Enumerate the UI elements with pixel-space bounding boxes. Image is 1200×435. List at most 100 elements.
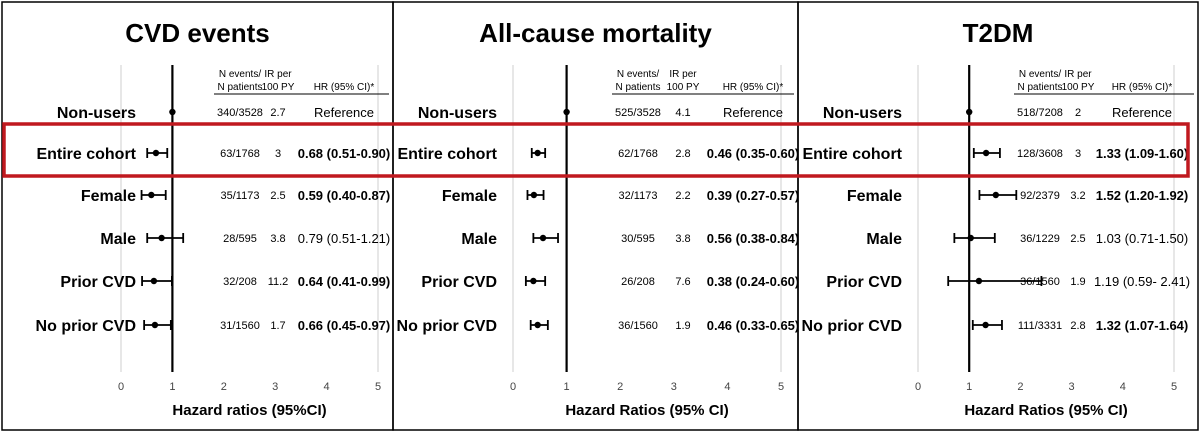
column-header-ir: IR per xyxy=(669,69,697,80)
row-hazard-ratio: 1.32 (1.07-1.64) xyxy=(1096,318,1189,333)
row-label: Male xyxy=(100,231,136,248)
row-events: 32/1173 xyxy=(619,190,658,202)
row-label: Female xyxy=(442,188,497,205)
hazard-ratio-point xyxy=(530,191,538,199)
column-header-ir: 100 PY xyxy=(1062,82,1095,93)
row-hazard-ratio: 0.66 (0.45-0.97) xyxy=(298,318,391,333)
hazard-ratio-point xyxy=(982,149,990,157)
row-events: 36/1560 xyxy=(618,320,658,332)
row-hazard-ratio: 1.33 (1.09-1.60) xyxy=(1096,146,1189,161)
x-tick-label: 5 xyxy=(375,381,381,393)
row-incidence-rate: 3 xyxy=(1075,148,1081,160)
row-hazard-ratio: 0.64 (0.41-0.99) xyxy=(298,274,391,289)
row-label: Prior CVD xyxy=(421,274,497,291)
x-tick-label: 0 xyxy=(915,381,921,393)
row-hazard-ratio: 0.46 (0.35-0.60) xyxy=(707,146,800,161)
hazard-ratio-point xyxy=(152,149,160,157)
row-label: Non-users xyxy=(57,105,136,122)
row-hazard-ratio: Reference xyxy=(1112,105,1172,120)
forest-panel-0: CVD events 0 1 2 3 4 5 Hazard ratios (95%CI) N e… xyxy=(36,18,391,419)
row-events: 26/208 xyxy=(621,276,655,288)
row-incidence-rate: 4.1 xyxy=(675,107,690,119)
hazard-ratio-point xyxy=(992,191,1000,199)
x-tick-label: 3 xyxy=(671,381,677,393)
row-label: No prior CVD xyxy=(397,318,497,335)
x-tick-label: 2 xyxy=(617,381,623,393)
hazard-ratio-point xyxy=(982,321,989,329)
row-label: Entire cohort xyxy=(36,146,136,163)
row-events: 28/595 xyxy=(223,233,257,245)
column-header-events: N patients xyxy=(1017,82,1062,93)
column-header-events: N events/ xyxy=(219,69,261,80)
hazard-ratio-point xyxy=(975,277,983,285)
row-events: 518/7208 xyxy=(1017,107,1063,119)
column-header-events: N patients xyxy=(217,82,262,93)
hazard-ratio-point xyxy=(539,234,547,242)
row-label: Non-users xyxy=(823,105,902,122)
x-tick-label: 2 xyxy=(221,381,227,393)
row-events: 36/1229 xyxy=(1020,233,1060,245)
row-label: Male xyxy=(461,231,497,248)
row-hazard-ratio: 0.39 (0.27-0.57) xyxy=(707,188,800,203)
x-axis-label: Hazard Ratios (95% CI) xyxy=(964,402,1127,419)
x-tick-label: 4 xyxy=(724,381,730,393)
hazard-ratio-point xyxy=(148,191,155,199)
row-incidence-rate: 1.7 xyxy=(270,320,285,332)
row-hazard-ratio: 1.19 (0.59- 2.41) xyxy=(1094,274,1190,289)
row-hazard-ratio: 0.59 (0.40-0.87) xyxy=(298,188,391,203)
x-axis-label: Hazard ratios (95%CI) xyxy=(172,402,326,419)
row-label: Male xyxy=(866,231,902,248)
x-tick-label: 4 xyxy=(324,381,330,393)
row-incidence-rate: 11.2 xyxy=(268,276,289,288)
chart-title: T2DM xyxy=(963,18,1034,48)
row-incidence-rate: 7.6 xyxy=(675,276,690,288)
row-events: 340/3528 xyxy=(217,107,263,119)
row-events: 525/3528 xyxy=(615,107,661,119)
highlight-row-box xyxy=(2,122,1190,178)
forest-panel-1: All-cause mortality 0 1 2 3 4 5 Hazard Ratios (… xyxy=(397,18,800,419)
column-header-events: N events/ xyxy=(617,69,659,80)
row-label: Non-users xyxy=(418,105,497,122)
hazard-ratio-point xyxy=(563,108,570,116)
hazard-ratio-point xyxy=(169,108,176,116)
chart-title: All-cause mortality xyxy=(479,18,712,48)
column-header-ir: 100 PY xyxy=(262,82,295,93)
row-events: 128/3608 xyxy=(1017,148,1063,160)
column-header-events: N patients xyxy=(615,82,660,93)
row-events: 92/2379 xyxy=(1020,190,1060,202)
forest-panel-2: T2DM 0 1 2 3 4 5 Hazard Ratios (95% CI) N events… xyxy=(802,18,1194,419)
row-incidence-rate: 2.5 xyxy=(270,190,285,202)
row-incidence-rate: 2.8 xyxy=(675,148,690,160)
row-hazard-ratio: Reference xyxy=(314,105,374,120)
x-tick-label: 0 xyxy=(510,381,516,393)
chart-title: CVD events xyxy=(125,18,270,48)
row-incidence-rate: 2.5 xyxy=(1070,233,1085,245)
row-hazard-ratio: 0.56 (0.38-0.84) xyxy=(707,231,800,246)
x-tick-label: 1 xyxy=(169,381,175,393)
row-incidence-rate: 1.9 xyxy=(1070,276,1085,288)
row-hazard-ratio: 1.03 (0.71-1.50) xyxy=(1096,231,1189,246)
row-incidence-rate: 1.9 xyxy=(675,320,690,332)
row-label: Entire cohort xyxy=(802,146,902,163)
hazard-ratio-point xyxy=(534,149,541,157)
row-incidence-rate: 2 xyxy=(1075,107,1081,119)
hazard-ratio-point xyxy=(530,277,537,285)
row-incidence-rate: 3.8 xyxy=(270,233,285,245)
x-tick-label: 3 xyxy=(272,381,278,393)
hazard-ratio-point xyxy=(967,234,974,242)
row-events: 62/1768 xyxy=(618,148,658,160)
row-incidence-rate: 3 xyxy=(275,148,281,160)
hazard-ratio-point xyxy=(150,277,158,285)
x-tick-label: 5 xyxy=(778,381,784,393)
panel-border-2 xyxy=(797,1,1199,431)
hazard-ratio-point xyxy=(966,108,973,116)
row-hazard-ratio: 1.52 (1.20-1.92) xyxy=(1096,188,1189,203)
x-tick-label: 1 xyxy=(966,381,972,393)
row-incidence-rate: 3.2 xyxy=(1070,190,1085,202)
row-label: Prior CVD xyxy=(826,274,902,291)
hazard-ratio-point xyxy=(158,234,165,242)
row-incidence-rate: 2.2 xyxy=(675,190,690,202)
row-hazard-ratio: 0.79 (0.51-1.21) xyxy=(298,231,391,246)
row-label: Prior CVD xyxy=(60,274,136,291)
column-header-hr: HR (95% CI)* xyxy=(1112,82,1173,93)
